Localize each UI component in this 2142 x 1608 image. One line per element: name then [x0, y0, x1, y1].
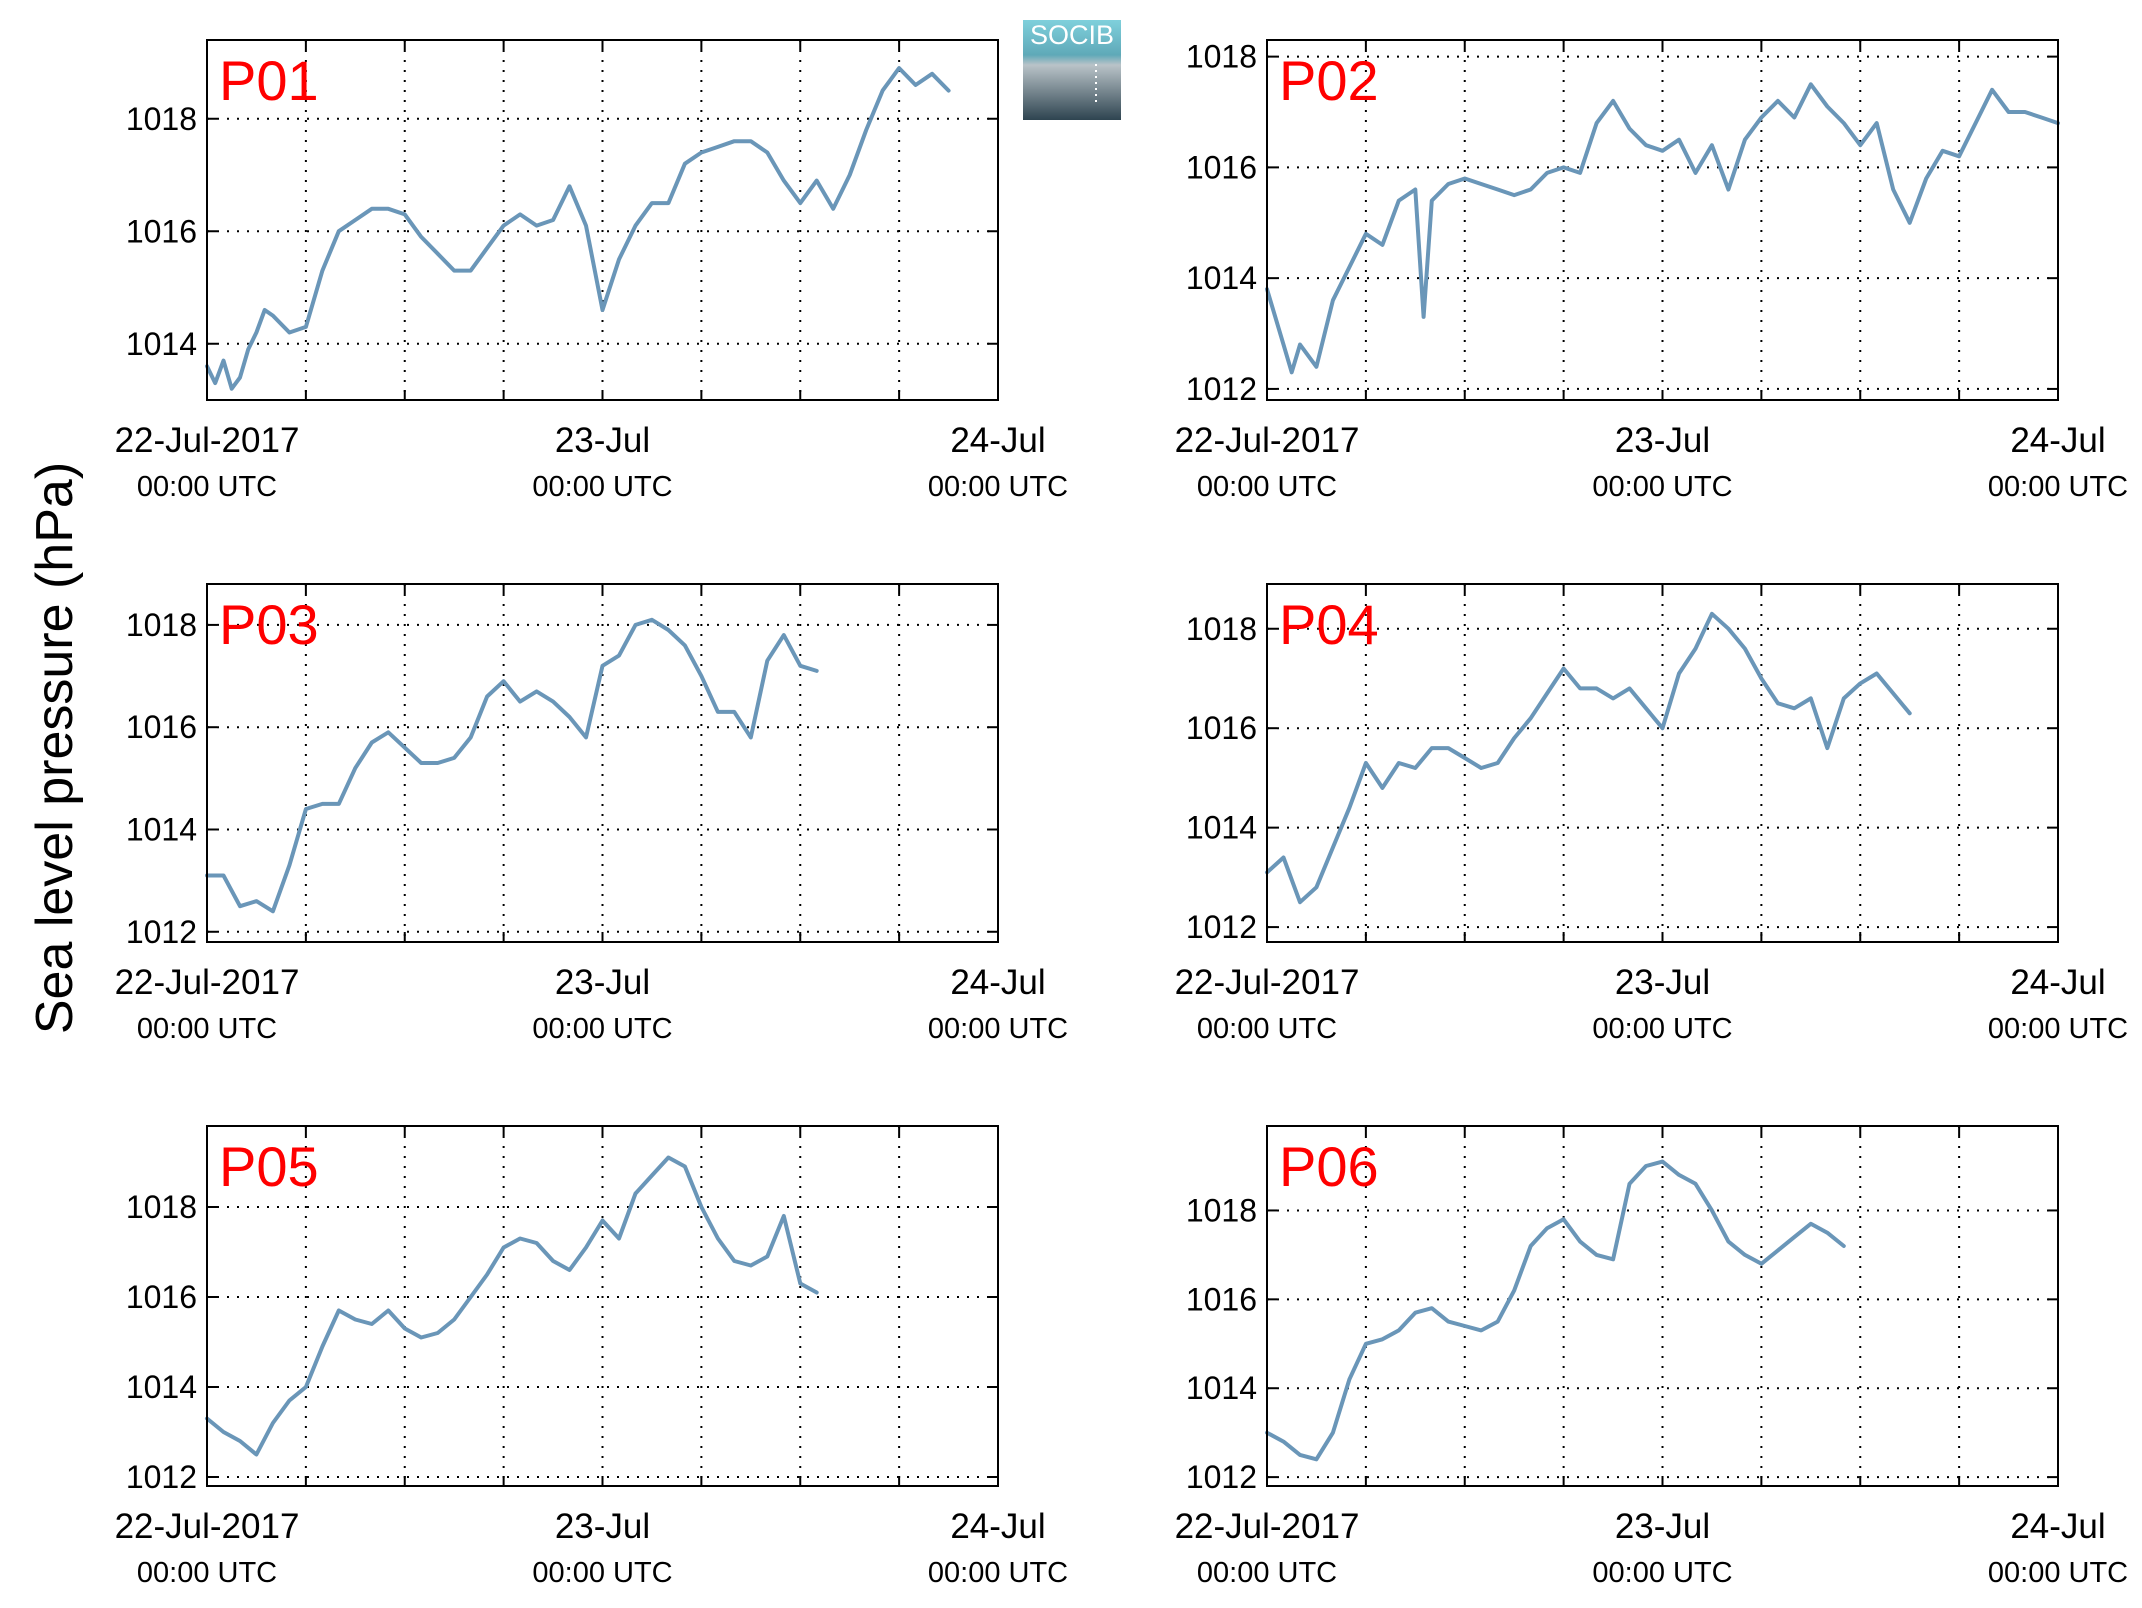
x-tick-label-time: 00:00 UTC: [1592, 1557, 1732, 1589]
x-tick-label-time: 00:00 UTC: [1197, 1557, 1337, 1589]
station-label: P06: [1279, 1135, 1379, 1198]
x-tick-label-time: 00:00 UTC: [532, 471, 672, 503]
series-line-p02: [1265, 82, 2060, 375]
x-tick-label-date: 23-Jul: [555, 963, 650, 1002]
series-line-p06: [1265, 1159, 1846, 1462]
y-tick-label: 1012: [1186, 1459, 1257, 1495]
x-tick-label-time: 00:00 UTC: [137, 1557, 277, 1589]
series-line-p05: [205, 1155, 819, 1457]
x-tick-label-time: 00:00 UTC: [137, 1013, 277, 1045]
x-tick-label-time: 00:00 UTC: [1988, 1013, 2128, 1045]
x-tick-label-date: 23-Jul: [1615, 421, 1710, 460]
panel-p04: 1012 1014 1016 1018 22-Jul-2017 00:00 UTC 23-J…: [1175, 583, 2128, 1045]
series-line-p04: [1265, 611, 1912, 905]
y-tick-label: 1012: [126, 914, 197, 950]
x-tick-label-date: 22-Jul-2017: [1175, 1507, 1360, 1546]
y-tick-label: 1014: [126, 326, 197, 362]
station-label: P02: [1279, 49, 1379, 112]
x-tick-label-time: 00:00 UTC: [1988, 1557, 2128, 1589]
plot-area: [1267, 584, 2058, 942]
station-label: P03: [219, 593, 319, 656]
x-tick-label-date: 24-Jul: [2010, 421, 2105, 460]
x-tick-label-date: 24-Jul: [2010, 1507, 2105, 1546]
x-tick-label-time: 00:00 UTC: [1197, 471, 1337, 503]
y-tick-label: 1016: [1186, 710, 1257, 746]
y-tick-label: 1016: [1186, 1281, 1257, 1317]
series-line-p01: [205, 66, 951, 391]
x-tick-label-date: 24-Jul: [950, 421, 1045, 460]
station-label: P05: [219, 1135, 319, 1198]
y-tick-label: 1018: [126, 1189, 197, 1225]
x-tick-label-time: 00:00 UTC: [1592, 471, 1732, 503]
y-tick-label: 1012: [1186, 371, 1257, 407]
x-tick-label-date: 22-Jul-2017: [1175, 421, 1360, 460]
y-tick-label: 1012: [1186, 909, 1257, 945]
x-tick-label-date: 22-Jul-2017: [115, 1507, 300, 1546]
y-tick-label: 1016: [126, 1279, 197, 1315]
panel-p05: 1012 1014 1016 1018 22-Jul-2017 00:00 UTC 23-J…: [115, 1125, 1068, 1589]
panel-p01: 1014 1016 1018 22-Jul-2017 00:00 UTC 23-Jul 00…: [115, 39, 1068, 503]
plot-area: [207, 584, 998, 942]
x-tick-label-date: 23-Jul: [555, 1507, 650, 1546]
x-tick-label-date: 22-Jul-2017: [1175, 963, 1360, 1002]
station-label: P04: [1279, 593, 1379, 656]
x-tick-label-date: 23-Jul: [1615, 963, 1710, 1002]
x-tick-label-time: 00:00 UTC: [1197, 1013, 1337, 1045]
y-tick-label: 1016: [1186, 149, 1257, 185]
y-tick-label: 1014: [1186, 1370, 1257, 1406]
panel-p03: 1012 1014 1016 1018 22-Jul-2017 00:00 UTC 23-J…: [115, 583, 1068, 1045]
y-tick-label: 1018: [126, 607, 197, 643]
y-tick-label: 1018: [1186, 611, 1257, 647]
y-tick-label: 1012: [126, 1459, 197, 1495]
y-tick-label: 1018: [1186, 39, 1257, 75]
x-tick-label-time: 00:00 UTC: [137, 471, 277, 503]
y-tick-label: 1014: [126, 1369, 197, 1405]
panel-p06: 1012 1014 1016 1018 22-Jul-2017 00:00 UTC 23-J…: [1175, 1125, 2128, 1589]
x-tick-label-date: 24-Jul: [2010, 963, 2105, 1002]
y-tick-label: 1018: [1186, 1192, 1257, 1228]
y-tick-label: 1014: [1186, 260, 1257, 296]
x-tick-label-date: 23-Jul: [1615, 1507, 1710, 1546]
x-tick-label-time: 00:00 UTC: [928, 471, 1068, 503]
x-tick-label-time: 00:00 UTC: [928, 1013, 1068, 1045]
x-tick-label-time: 00:00 UTC: [1592, 1013, 1732, 1045]
logo-box: [1023, 20, 1121, 120]
y-tick-label: 1018: [126, 101, 197, 137]
x-tick-label-date: 22-Jul-2017: [115, 963, 300, 1002]
x-tick-label-date: 22-Jul-2017: [115, 421, 300, 460]
x-tick-label-date: 24-Jul: [950, 963, 1045, 1002]
logo-text: SOCIB: [1030, 20, 1114, 50]
y-axis-label: Sea level pressure (hPa): [26, 462, 84, 1034]
x-tick-label-date: 23-Jul: [555, 421, 650, 460]
series-line-p03: [205, 617, 819, 914]
y-tick-label: 1014: [1186, 810, 1257, 846]
socib-logo: SOCIB: [1023, 20, 1121, 120]
x-tick-label-time: 00:00 UTC: [928, 1557, 1068, 1589]
x-tick-label-time: 00:00 UTC: [532, 1557, 672, 1589]
x-tick-label-time: 00:00 UTC: [532, 1013, 672, 1045]
y-tick-label: 1016: [126, 709, 197, 745]
station-label: P01: [219, 49, 319, 112]
panel-p02: 1012 1014 1016 1018 22-Jul-2017 00:00 UTC 23-J…: [1175, 39, 2129, 503]
x-tick-label-date: 24-Jul: [950, 1507, 1045, 1546]
x-tick-label-time: 00:00 UTC: [1988, 471, 2128, 503]
y-tick-label: 1016: [126, 213, 197, 249]
y-tick-label: 1014: [126, 811, 197, 847]
